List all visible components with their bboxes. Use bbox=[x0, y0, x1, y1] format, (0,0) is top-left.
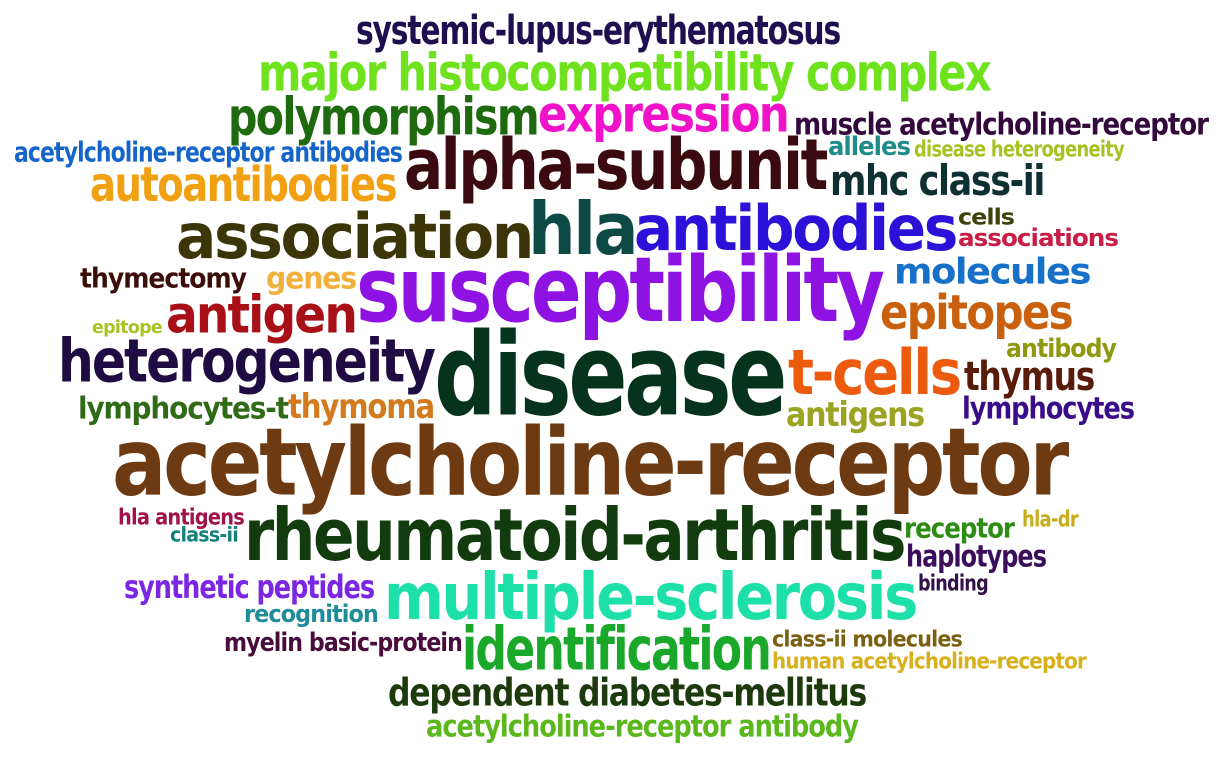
word-class-ii: class-ii bbox=[170, 524, 239, 547]
word-acetylcholine-receptor-antibody: acetylcholine-receptor antibody bbox=[426, 709, 859, 745]
word-disease: disease bbox=[434, 308, 788, 442]
word-hla-dr: hla-dr bbox=[1022, 506, 1079, 532]
word-cells: cells bbox=[958, 204, 1015, 230]
word-heterogeneity: heterogeneity bbox=[58, 326, 436, 397]
word-mhc-class-ii: mhc class-ii bbox=[830, 156, 1045, 206]
word-thymus: thymus bbox=[964, 352, 1095, 400]
word-major-histocompatibility-complex: major histocompatibility complex bbox=[258, 42, 992, 104]
word-human-acetylcholine-receptor: human acetylcholine-receptor bbox=[772, 648, 1087, 674]
word-lymphocytes-t: lymphocytes-t bbox=[78, 391, 289, 427]
word-rheumatoid-arthritis: rheumatoid-arthritis bbox=[244, 493, 906, 578]
word-thymoma: thymoma bbox=[288, 387, 435, 427]
word-identification: identification bbox=[462, 614, 772, 685]
word-synthetic-peptides: synthetic peptides bbox=[124, 568, 375, 606]
word-lymphocytes: lymphocytes bbox=[962, 391, 1135, 427]
word-haplotypes: haplotypes bbox=[906, 539, 1047, 575]
word-expression: expression bbox=[538, 85, 790, 144]
word-multiple-sclerosis: multiple-sclerosis bbox=[384, 560, 918, 635]
word-antigens: antigens bbox=[786, 395, 925, 435]
word-genes: genes bbox=[266, 261, 357, 297]
word-epitope: epitope bbox=[92, 316, 163, 338]
word-antibodies: antibodies bbox=[634, 192, 958, 265]
word-disease-heterogeneity: disease heterogeneity bbox=[914, 136, 1125, 162]
word-alpha-subunit: alpha-subunit bbox=[404, 123, 828, 206]
word-class-ii-molecules: class-ii molecules bbox=[772, 626, 963, 652]
word-molecules: molecules bbox=[894, 250, 1091, 293]
word-systemic-lupus-erythematosus: systemic-lupus-erythematosus bbox=[356, 6, 841, 54]
word-recognition: recognition bbox=[244, 599, 379, 629]
word-receptor: receptor bbox=[904, 511, 1015, 545]
word-myelin-basic-protein: myelin basic-protein bbox=[224, 627, 463, 658]
word-hla-antigens: hla antigens bbox=[118, 504, 245, 530]
word-antigen: antigen bbox=[166, 284, 358, 346]
word-muscle-acetylcholine-receptor: muscle acetylcholine-receptor bbox=[794, 107, 1209, 143]
word-antibody: antibody bbox=[1006, 333, 1117, 364]
word-susceptibility: susceptibility bbox=[356, 238, 885, 343]
word-association: association bbox=[176, 200, 534, 273]
word-acetylcholine-receptor: acetylcholine-receptor bbox=[112, 408, 1069, 517]
word-hla: hla bbox=[528, 187, 639, 272]
word-t-cells: t-cells bbox=[788, 336, 962, 409]
word-dependent-diabetes-mellitus: dependent diabetes-mellitus bbox=[388, 670, 867, 715]
word-autoantibodies: autoantibodies bbox=[90, 157, 398, 214]
word-alleles: alleles bbox=[828, 131, 911, 162]
word-binding: binding bbox=[918, 570, 989, 596]
word-acetylcholine-receptor-antibodies: acetylcholine-receptor antibodies bbox=[14, 135, 403, 169]
word-thymectomy: thymectomy bbox=[80, 261, 247, 295]
word-polymorphism: polymorphism bbox=[228, 86, 540, 148]
word-associations: associations bbox=[958, 223, 1119, 253]
word-epitopes: epitopes bbox=[880, 285, 1074, 342]
